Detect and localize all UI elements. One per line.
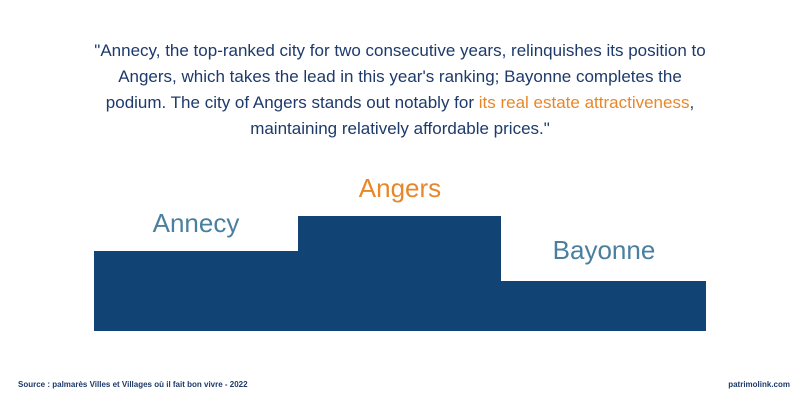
third-place-label: Bayonne (553, 235, 656, 265)
quote-text: podium. The city of Angers stands out no… (105, 93, 479, 112)
source: Source : palmarès Villes et Villages où … (18, 380, 248, 389)
quote: "Annecy, the top-ranked city for two con… (20, 38, 780, 142)
quote-line: "Annecy, the top-ranked city for two con… (20, 38, 780, 64)
podium-step-first (298, 216, 501, 331)
site-name: patrimolink.com (728, 380, 790, 389)
quote-line: podium. The city of Angers stands out no… (20, 90, 780, 116)
quote-text: maintaining relatively affordable prices… (250, 119, 550, 138)
podium-step-third (501, 281, 706, 331)
quote-text: Angers, which takes the lead in this yea… (118, 67, 682, 86)
quote-text: "Annecy, the top-ranked city for two con… (94, 41, 706, 60)
quote-text: , (689, 93, 695, 112)
quote-line: Angers, which takes the lead in this yea… (20, 64, 780, 90)
first-place-label: Angers (359, 173, 441, 203)
quote-line: maintaining relatively affordable prices… (20, 116, 780, 142)
quote-highlight: its real estate attractiveness (478, 93, 690, 112)
podium-step-second (94, 251, 298, 331)
second-place-label: Annecy (153, 208, 240, 238)
